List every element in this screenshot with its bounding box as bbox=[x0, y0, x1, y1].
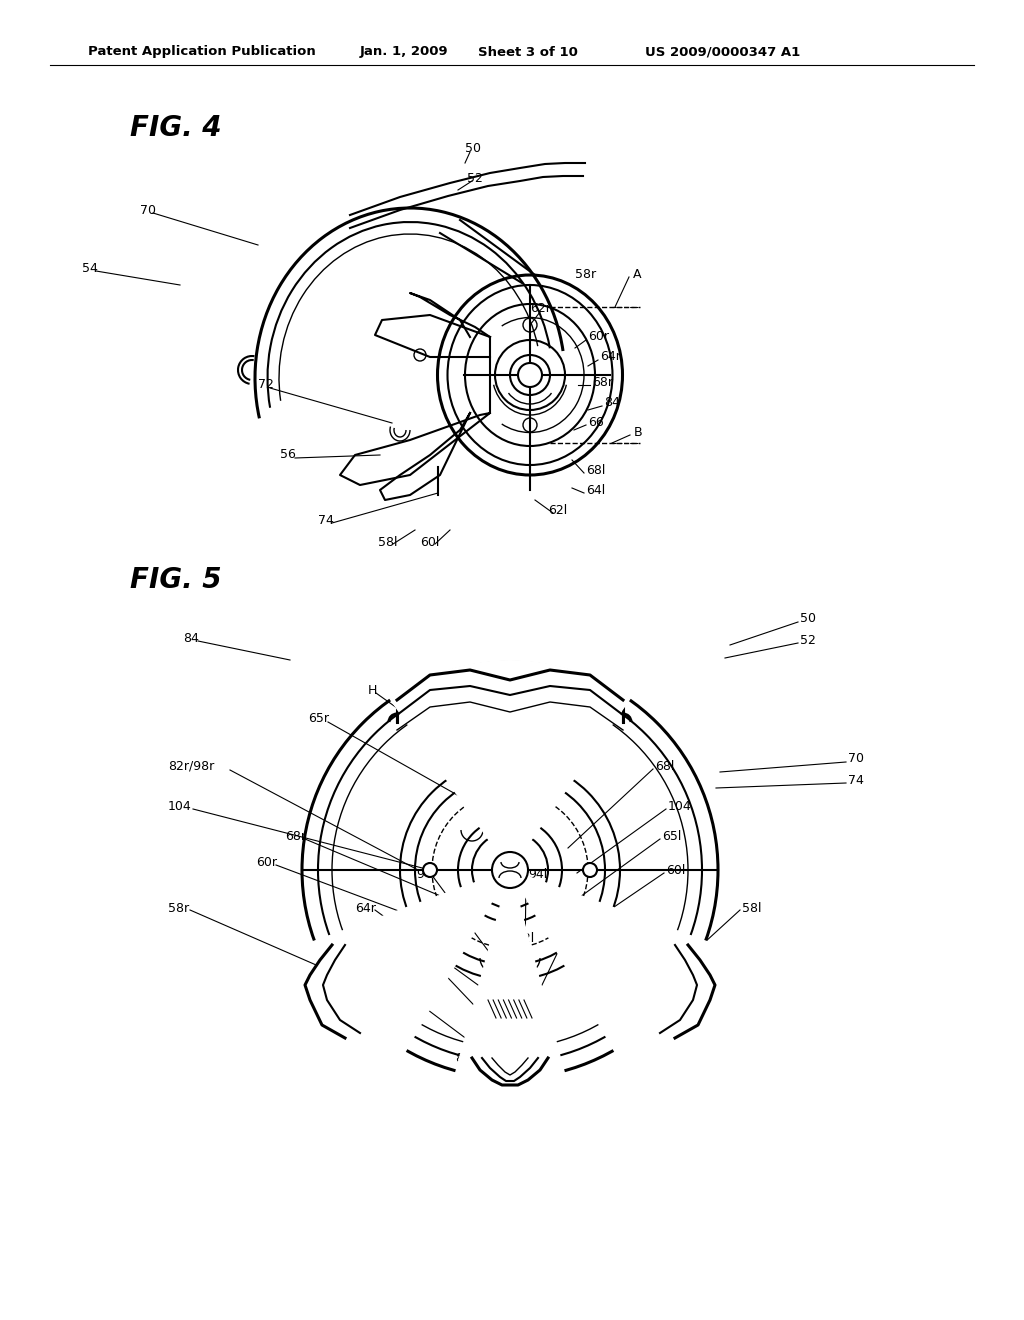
Text: 60l: 60l bbox=[666, 863, 685, 876]
Text: B: B bbox=[634, 425, 643, 438]
Circle shape bbox=[583, 863, 597, 876]
Circle shape bbox=[492, 851, 528, 888]
Text: 92l: 92l bbox=[515, 932, 535, 945]
Text: 94r: 94r bbox=[416, 869, 437, 882]
Text: 64r: 64r bbox=[600, 350, 621, 363]
Circle shape bbox=[518, 363, 542, 387]
Wedge shape bbox=[308, 870, 510, 1056]
Text: H: H bbox=[368, 684, 378, 697]
Text: 65l: 65l bbox=[662, 829, 681, 842]
Text: 68l: 68l bbox=[655, 759, 675, 772]
Text: 92r: 92r bbox=[392, 932, 413, 945]
Text: 58l: 58l bbox=[378, 536, 397, 549]
Text: 56: 56 bbox=[280, 449, 296, 462]
Wedge shape bbox=[510, 870, 712, 1056]
Text: 68r: 68r bbox=[285, 829, 306, 842]
Text: 64l: 64l bbox=[586, 483, 605, 496]
Text: FIG. 4: FIG. 4 bbox=[130, 114, 221, 143]
Text: 70: 70 bbox=[140, 203, 156, 216]
Text: 84: 84 bbox=[183, 631, 199, 644]
Text: 65r: 65r bbox=[308, 711, 329, 725]
Text: 60l: 60l bbox=[420, 536, 439, 549]
Text: 66: 66 bbox=[510, 676, 525, 689]
Wedge shape bbox=[455, 870, 565, 1085]
Text: 84: 84 bbox=[604, 396, 620, 409]
Text: 64r: 64r bbox=[355, 902, 376, 915]
Text: 50: 50 bbox=[465, 141, 481, 154]
Text: 74: 74 bbox=[848, 774, 864, 787]
Text: Sheet 3 of 10: Sheet 3 of 10 bbox=[478, 45, 578, 58]
Text: US 2009/0000347 A1: US 2009/0000347 A1 bbox=[645, 45, 800, 58]
Text: 66: 66 bbox=[588, 416, 604, 429]
Text: Jan. 1, 2009: Jan. 1, 2009 bbox=[360, 45, 449, 58]
Text: 58l: 58l bbox=[742, 902, 762, 915]
Text: 58r: 58r bbox=[575, 268, 596, 281]
Text: 78: 78 bbox=[378, 974, 394, 986]
Text: 94l: 94l bbox=[528, 869, 547, 882]
Text: 50: 50 bbox=[800, 611, 816, 624]
Text: 52: 52 bbox=[467, 172, 483, 185]
Text: 68l: 68l bbox=[586, 463, 605, 477]
Text: 104: 104 bbox=[168, 800, 191, 813]
Text: 68r: 68r bbox=[592, 375, 613, 388]
Text: 76: 76 bbox=[510, 974, 526, 986]
Text: 62l: 62l bbox=[548, 503, 567, 516]
Text: 62r: 62r bbox=[530, 301, 551, 314]
Text: 52: 52 bbox=[800, 634, 816, 647]
Text: 72: 72 bbox=[258, 379, 273, 392]
Text: 60r: 60r bbox=[588, 330, 609, 342]
Text: FIG. 5: FIG. 5 bbox=[130, 566, 221, 594]
Text: 110: 110 bbox=[509, 956, 532, 969]
Circle shape bbox=[423, 863, 437, 876]
Text: 70: 70 bbox=[848, 751, 864, 764]
Text: 80: 80 bbox=[455, 1052, 471, 1064]
Text: A: A bbox=[633, 268, 641, 281]
Text: Patent Application Publication: Patent Application Publication bbox=[88, 45, 315, 58]
Wedge shape bbox=[389, 660, 631, 870]
Text: 60r: 60r bbox=[256, 855, 278, 869]
Text: 64l: 64l bbox=[580, 902, 599, 915]
Text: 82r/98r: 82r/98r bbox=[168, 759, 214, 772]
Text: 54: 54 bbox=[82, 261, 98, 275]
Text: 58r: 58r bbox=[168, 902, 189, 915]
Text: 74: 74 bbox=[318, 513, 334, 527]
Text: M: M bbox=[500, 768, 511, 781]
Text: 104: 104 bbox=[668, 800, 692, 813]
